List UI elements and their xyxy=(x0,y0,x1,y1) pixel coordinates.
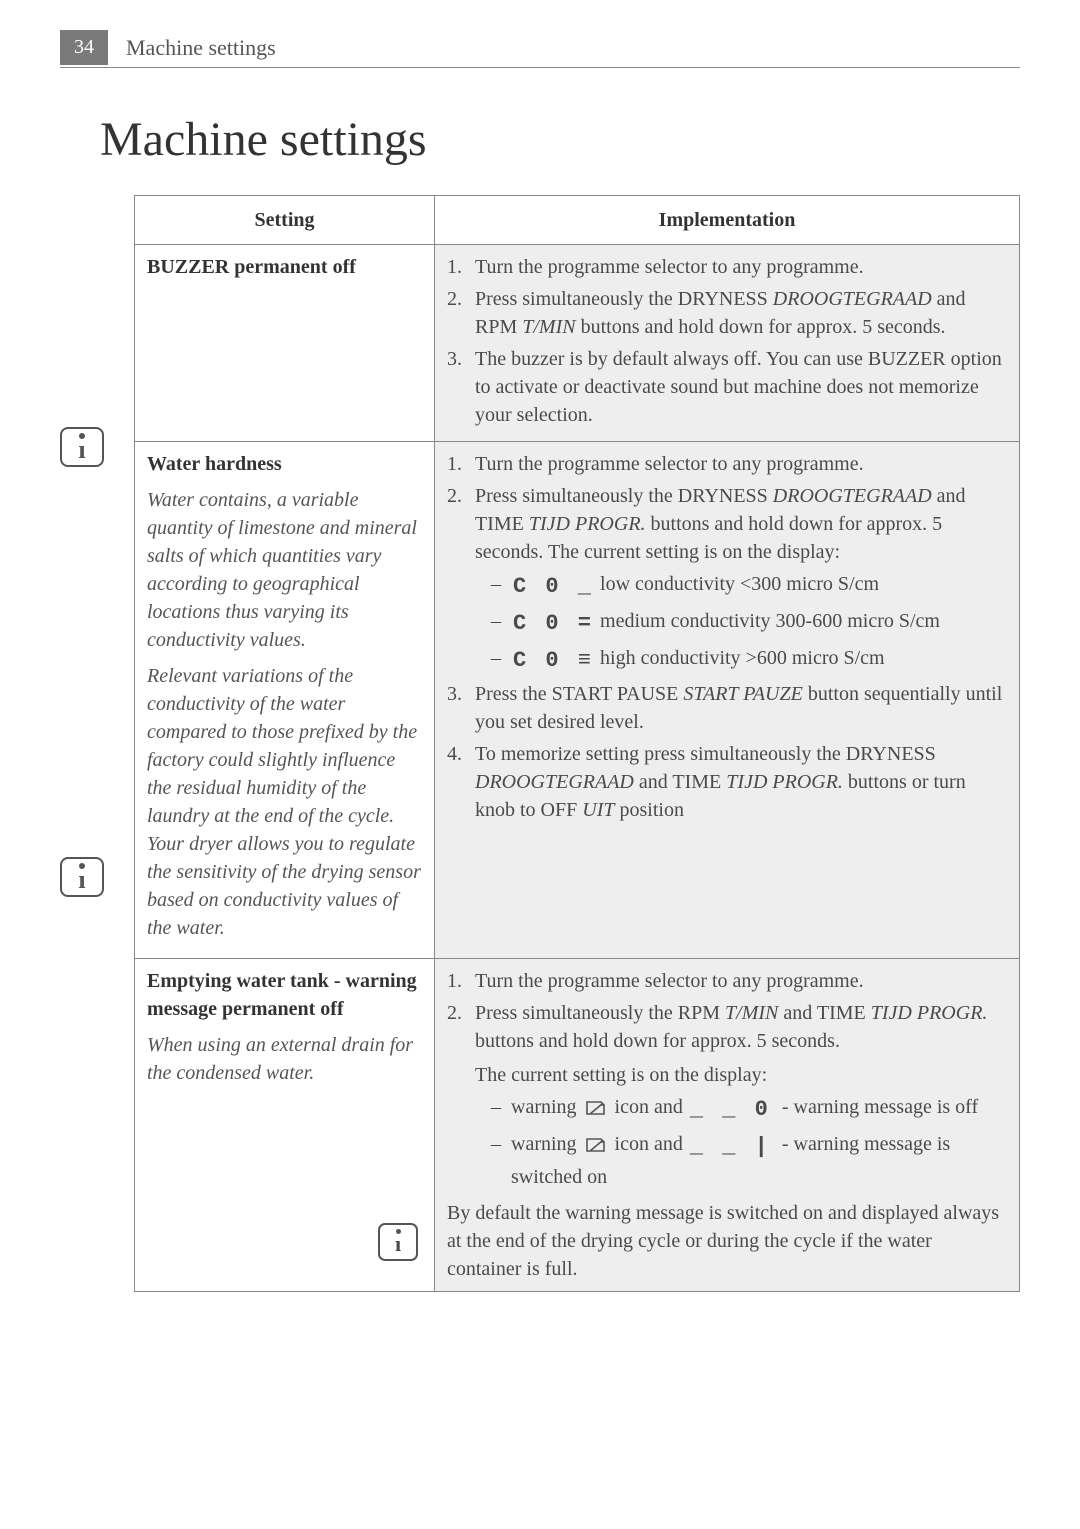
desc-paragraph: Water contains, a variable quantity of l… xyxy=(147,486,422,654)
tank-warning-icon xyxy=(585,1099,607,1117)
setting-description: Water contains, a variable quantity of l… xyxy=(147,486,422,942)
desc-paragraph: When using an external drain for the con… xyxy=(147,1031,422,1087)
list-item: Press the START PAUSE START PAUZE button… xyxy=(447,680,1007,736)
setting-title: Emptying water tank - warning message pe… xyxy=(147,967,422,1023)
running-title: Machine settings xyxy=(126,35,276,61)
implementation-list: Turn the programme selector to any progr… xyxy=(447,967,1007,1191)
info-icon: ı xyxy=(60,427,104,467)
page-title: Machine settings xyxy=(100,112,1020,167)
list-item: C 0 ≡ high conductivity >600 micro S/cm xyxy=(491,644,1007,677)
table-row: Water hardness Water contains, a variabl… xyxy=(135,442,1020,959)
list-item: Turn the programme selector to any progr… xyxy=(447,253,1007,281)
list-item: C 0 _ low conductivity <300 micro S/cm xyxy=(491,570,1007,603)
table-row: Emptying water tank - warning message pe… xyxy=(135,959,1020,1292)
info-icon: ı xyxy=(378,1223,418,1261)
warn-pre: warning xyxy=(511,1133,577,1155)
warn-pre: warning xyxy=(511,1096,577,1118)
display-code: C 0 ≡ xyxy=(513,648,594,673)
conductivity-list: C 0 _ low conductivity <300 micro S/cm C … xyxy=(475,570,1007,676)
implementation-list: Turn the programme selector to any progr… xyxy=(447,450,1007,824)
col-header-implementation: Implementation xyxy=(435,196,1020,245)
display-code: C 0 _ xyxy=(513,574,594,599)
info-icon: ı xyxy=(60,857,104,897)
tank-warning-icon xyxy=(585,1136,607,1154)
list-item: Turn the programme selector to any progr… xyxy=(447,450,1007,478)
implementation-cell: Turn the programme selector to any progr… xyxy=(435,959,1020,1292)
implementation-list: Turn the programme selector to any progr… xyxy=(447,253,1007,429)
list-item: warning icon and _ _ 0 - warning message… xyxy=(491,1093,1007,1126)
desc-paragraph: Relevant variations of the conductivity … xyxy=(147,662,422,942)
table-row: BUZZER permanent off Turn the programme … xyxy=(135,245,1020,442)
implementation-cell: Turn the programme selector to any progr… xyxy=(435,442,1020,959)
warning-state-list: warning icon and _ _ 0 - warning message… xyxy=(475,1093,1007,1191)
current-setting-line: The current setting is on the display: xyxy=(475,1061,1007,1089)
warn-mid: icon and xyxy=(615,1096,683,1118)
implementation-cell: Turn the programme selector to any progr… xyxy=(435,245,1020,442)
list-item: warning icon and _ _ | - warning message… xyxy=(491,1130,1007,1191)
list-item: Press simultaneously the DRYNESS DROOGTE… xyxy=(447,482,1007,676)
level-text: medium conductivity 300-600 micro S/cm xyxy=(600,610,940,632)
content-area: ı ı Setting Implementation BUZZER perman… xyxy=(60,195,1020,1292)
setting-cell: BUZZER permanent off xyxy=(135,245,435,442)
display-code: C 0 = xyxy=(513,611,594,636)
list-item: Press simultaneously the DRYNESS DROOGTE… xyxy=(447,285,1007,341)
display-code: _ _ 0 xyxy=(690,1097,771,1122)
inline-info-icon-wrap: ı xyxy=(147,1223,422,1261)
warn-mid: icon and xyxy=(615,1133,683,1155)
list-item-text: Press simultaneously the RPM T/MIN and T… xyxy=(475,1002,987,1052)
list-item: To memorize setting press simultaneously… xyxy=(447,740,1007,824)
setting-cell: Emptying water tank - warning message pe… xyxy=(135,959,435,1292)
display-code: _ _ | xyxy=(690,1134,771,1159)
page-number: 34 xyxy=(60,30,108,65)
level-text: low conductivity <300 micro S/cm xyxy=(600,573,879,595)
setting-description: When using an external drain for the con… xyxy=(147,1031,422,1087)
col-header-setting: Setting xyxy=(135,196,435,245)
level-text: high conductivity >600 micro S/cm xyxy=(600,647,885,669)
default-note: By default the warning message is switch… xyxy=(447,1199,1007,1283)
list-item-text: Press simultaneously the DRYNESS DROOGTE… xyxy=(475,485,966,563)
setting-cell: Water hardness Water contains, a variabl… xyxy=(135,442,435,959)
table-header-row: Setting Implementation xyxy=(135,196,1020,245)
list-item: Turn the programme selector to any progr… xyxy=(447,967,1007,995)
setting-title: Water hardness xyxy=(147,450,422,478)
settings-table: Setting Implementation BUZZER permanent … xyxy=(134,195,1020,1292)
list-item: C 0 = medium conductivity 300-600 micro S… xyxy=(491,607,1007,640)
list-item: Press simultaneously the RPM T/MIN and T… xyxy=(447,999,1007,1191)
setting-title: BUZZER permanent off xyxy=(147,253,422,281)
list-item: The buzzer is by default always off. You… xyxy=(447,345,1007,429)
page-header: 34 Machine settings xyxy=(60,30,1020,68)
warn-post: - warning message is off xyxy=(782,1096,978,1118)
